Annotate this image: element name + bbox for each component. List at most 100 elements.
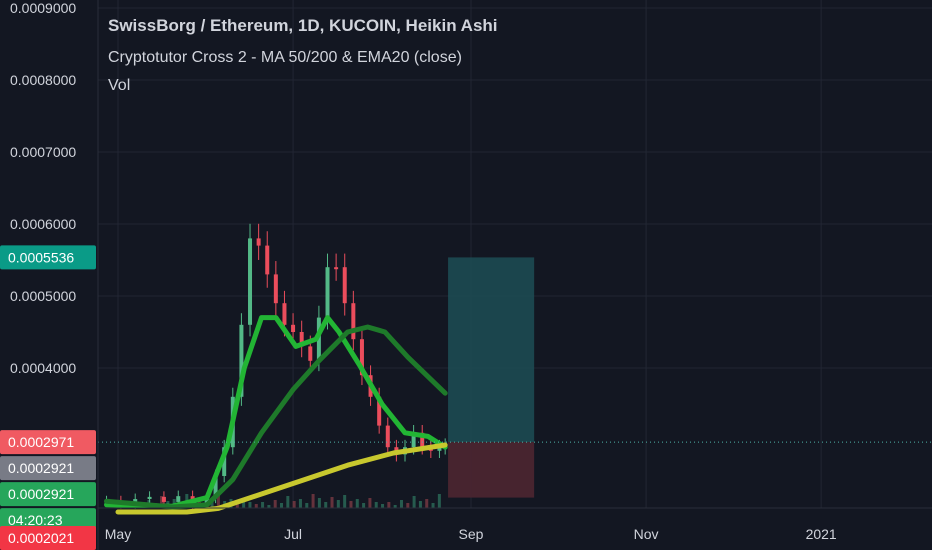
long-position-tool[interactable]: [448, 257, 535, 498]
y-tick-label: 0.0009000: [10, 0, 76, 16]
y-tick-label: 0.0007000: [10, 144, 76, 160]
candle-body: [334, 267, 339, 270]
candle-body: [161, 496, 166, 502]
volume-bar: [431, 503, 435, 508]
volume-bar: [248, 502, 252, 508]
candle-body: [213, 476, 218, 498]
price-badge-label: 0.0002921: [8, 460, 74, 476]
volume-bar: [280, 503, 284, 508]
candle-body: [239, 324, 244, 397]
candle-body: [291, 324, 296, 332]
candle-body: [316, 317, 321, 361]
volume-bar: [381, 504, 385, 508]
candle-body: [411, 432, 416, 448]
candle-body: [133, 499, 138, 504]
volume-bar: [273, 500, 277, 508]
volume-bar: [393, 505, 397, 508]
x-axis: May Jul Sep Nov 2021: [97, 0, 932, 550]
volume-bar: [368, 498, 372, 508]
candle-body: [282, 303, 287, 325]
volume-bar: [242, 498, 246, 508]
volume-bar: [399, 500, 403, 508]
price-badge: [0, 482, 96, 507]
candle-body: [265, 245, 270, 275]
candle-body: [342, 267, 347, 304]
price-badges: 0.0005536 0.0002971 0.0002921 0.0002921 04:2…: [0, 245, 96, 550]
volume-bar: [406, 503, 410, 508]
volume-bar: [235, 503, 239, 508]
candle-body: [299, 332, 304, 347]
y-tick-label: 0.0004000: [10, 360, 76, 376]
volume-bar: [412, 496, 416, 508]
volume-bar: [298, 499, 302, 508]
volume-bar: [418, 501, 422, 508]
candle-body: [437, 447, 442, 451]
line-ma200: [115, 442, 448, 515]
indicator-label[interactable]: Cryptotutor Cross 2 - MA 50/200 & EMA20 …: [108, 49, 462, 66]
x-tick-label: Jul: [284, 526, 302, 542]
volume-bar: [324, 502, 328, 508]
volume-bar: [305, 503, 309, 508]
volume-bar: [216, 495, 220, 508]
price-badge: [0, 526, 96, 550]
x-tick-label: Sep: [459, 526, 484, 542]
volume-bar: [317, 498, 321, 508]
price-badge-label: 0.0005536: [8, 249, 74, 265]
candle-body: [176, 496, 181, 502]
price-badge: [0, 245, 96, 270]
moving-averages: [104, 315, 448, 515]
volume-bar: [374, 502, 378, 508]
volume-bar: [362, 503, 366, 508]
volume-bar: [267, 505, 271, 508]
candle-body: [248, 238, 253, 325]
candles: [104, 223, 448, 511]
candle-body: [256, 238, 261, 246]
line-ema20: [104, 315, 448, 509]
candle-body: [359, 339, 364, 376]
x-tick-label: May: [105, 526, 131, 542]
candle-body: [308, 346, 313, 361]
volume-label[interactable]: Vol: [108, 77, 130, 94]
profit-zone: [448, 257, 535, 443]
volume-bar: [261, 502, 265, 508]
candle-body: [147, 496, 152, 500]
candle-body: [273, 274, 278, 304]
price-badge-label: 04:20:23: [8, 512, 63, 528]
volume-bar: [355, 499, 359, 508]
candle-body: [222, 447, 227, 476]
volume-bar: [437, 494, 441, 508]
volume-bar: [292, 501, 296, 508]
candle-body: [377, 396, 382, 426]
y-tick-label: 0.0005000: [10, 288, 76, 304]
y-tick-label: 0.0006000: [10, 216, 76, 232]
volume-bar: [210, 500, 214, 508]
volume-bar: [336, 500, 340, 508]
volume-bar: [387, 502, 391, 508]
line-ma50: [104, 324, 448, 510]
price-badge: [0, 430, 96, 455]
candle-body: [351, 303, 356, 340]
candle-body: [325, 267, 330, 318]
volume-bar: [160, 496, 164, 508]
legend: SwissBorg / Ethereum, 1D, KUCOIN, Heikin…: [108, 16, 498, 94]
price-badge-label: 0.0002921: [8, 486, 74, 502]
x-tick-label: 2021: [806, 526, 837, 542]
loss-zone: [448, 442, 535, 498]
candle-body: [204, 497, 209, 505]
y-tick-label: 0.0008000: [10, 72, 76, 88]
volume-bar: [311, 494, 315, 508]
volume-bar: [330, 497, 334, 508]
y-axis: 0.0009000 0.0008000 0.0007000 0.0006000 0.00…: [10, 0, 76, 376]
candle-body: [385, 425, 390, 448]
candle-body: [420, 432, 425, 448]
price-badge: [0, 456, 96, 481]
price-badge-label: 0.0002971: [8, 434, 74, 450]
volume-bar: [286, 496, 290, 508]
chart-title[interactable]: SwissBorg / Ethereum, 1D, KUCOIN, Heikin…: [108, 16, 498, 35]
volume-bar: [349, 501, 353, 508]
x-tick-label: Nov: [634, 526, 659, 542]
price-badge-label: 0.0002021: [8, 530, 74, 546]
volume-bar: [343, 495, 347, 508]
